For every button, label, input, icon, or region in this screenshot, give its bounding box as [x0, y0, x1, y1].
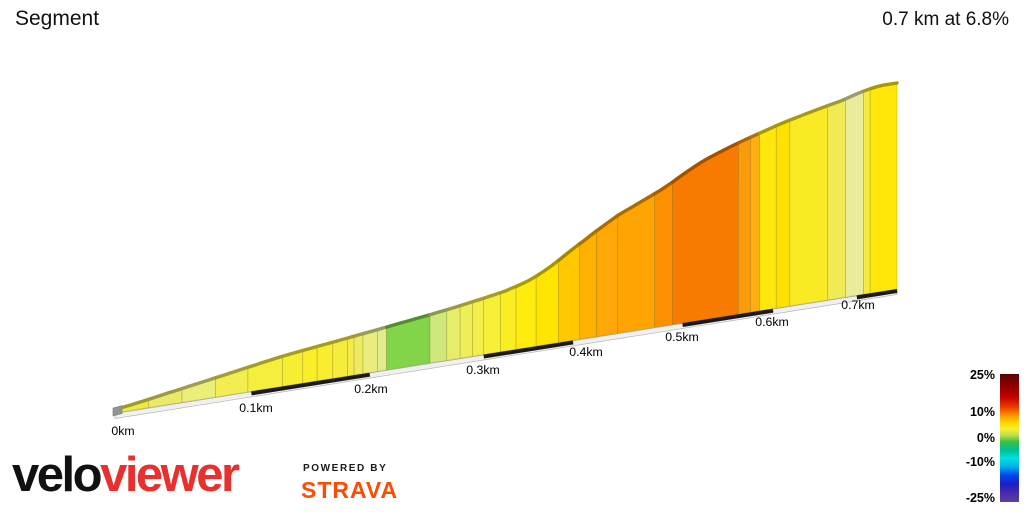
x-tick-label: 0.3km	[466, 363, 500, 377]
x-tick-label: 0.2km	[354, 382, 388, 396]
x-tick-label: 0.5km	[665, 330, 699, 344]
brand-velo-text: velo	[12, 448, 103, 502]
strava-logo[interactable]: STRAVA	[301, 477, 399, 503]
x-axis	[114, 288, 898, 419]
brand-viewer-text: viewer	[100, 448, 240, 502]
x-tick-label: 0.6km	[755, 315, 789, 329]
legend-tick-10: 10%	[969, 405, 995, 419]
page-title: Segment	[15, 7, 100, 30]
veloviewer-logo[interactable]: veloviewer	[12, 448, 240, 502]
legend-tick-neg25: -25%	[965, 491, 995, 505]
gradient-bands	[114, 82, 898, 414]
segment-distance-gradient-summary: 0.7 km at 6.8%	[882, 9, 1009, 30]
x-tick-label: 0.1km	[239, 401, 273, 415]
profile-start-cap	[112, 405, 123, 417]
legend-tick-neg10: -10%	[965, 455, 995, 469]
legend-tick-0: 0%	[976, 431, 995, 445]
x-tick-label: 0.4km	[569, 345, 603, 359]
powered-by-label: POWERED BY	[303, 463, 388, 474]
gradient-color-scale-bar	[1000, 374, 1019, 502]
x-axis-tick-labels: 0km 0.1km 0.2km 0.3km 0.4km 0.5km 0.6km 0.7km	[111, 298, 874, 438]
legend-tick-25: 25%	[969, 368, 995, 382]
x-tick-label: 0km	[111, 424, 134, 438]
profile-ridge-line	[113, 81, 899, 411]
x-tick-label: 0.7km	[841, 298, 875, 312]
